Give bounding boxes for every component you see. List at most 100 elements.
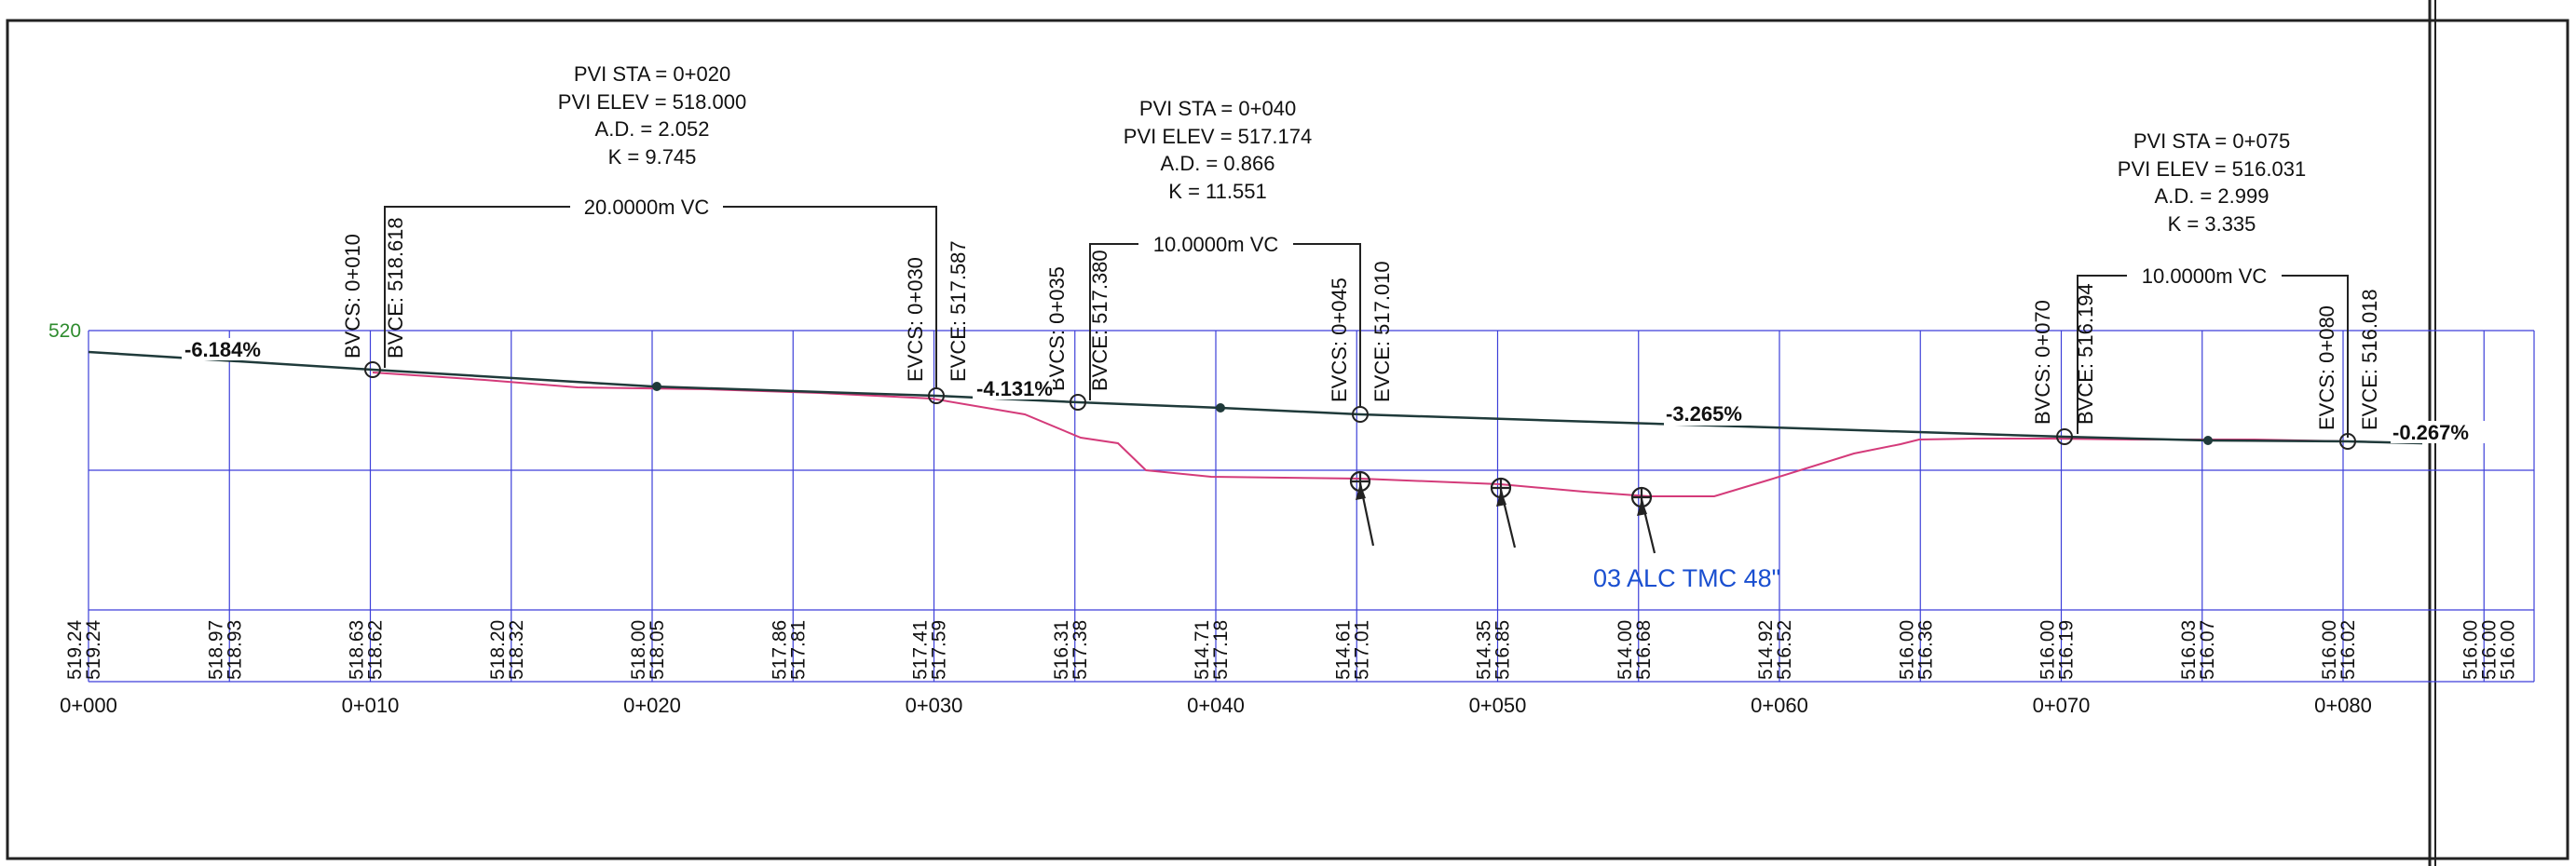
grade-label: -4.131% [976, 377, 1053, 400]
arrowhead [1356, 483, 1366, 500]
elevation-cell: 516.02 [2337, 620, 2359, 680]
arrowhead [1637, 499, 1647, 516]
elevation-label-520: 520 [48, 320, 81, 342]
vc-label-2: 10.0000m VC [1153, 233, 1279, 256]
pipe-annotation-label: 03 ALC TMC 48" [1593, 564, 1780, 592]
existing-ground-line [372, 372, 2423, 497]
elevation-cell: 514.61 [1332, 620, 1354, 680]
pvi-marker [2203, 436, 2213, 445]
pvi-ad: A.D. = 2.052 [595, 117, 710, 141]
elevation-cell: 516.07 [2197, 620, 2218, 680]
pvi-marker [652, 382, 661, 391]
pvi-info-1: PVI STA = 0+020 PVI ELEV = 518.000 A.D. … [558, 62, 746, 169]
leader-arrowheads [1356, 483, 1647, 516]
elevation-cell: 516.03 [2178, 620, 2200, 680]
elevation-cell: 514.92 [1755, 620, 1777, 680]
elevation-cell: 516.00 [2497, 620, 2518, 680]
elevation-cell: 517.01 [1351, 620, 1372, 680]
bvc-marker [364, 361, 381, 378]
vc-label-3: 10.0000m VC [2142, 264, 2268, 288]
pvi-marker [1216, 403, 1225, 413]
bvc-station: BVCS: 0+070 [2031, 300, 2054, 425]
curve-point-markers [364, 361, 2356, 450]
elevation-cell: 517.86 [769, 620, 790, 680]
elevation-cell: 514.35 [1474, 620, 1495, 680]
evc-station: EVCS: 0+030 [904, 257, 927, 382]
elevation-cell: 516.00 [1896, 620, 1917, 680]
elevation-cell: 518.93 [224, 620, 245, 680]
elevation-cell: 518.32 [506, 620, 527, 680]
elevation-cell: 516.00 [2478, 620, 2500, 680]
elevation-cell: 516.31 [1051, 620, 1072, 680]
design-grade-line [88, 350, 2423, 445]
curve-point-labels: BVCS: 0+010 BVCE: 518.618 EVCS: 0+030 EV… [341, 217, 2381, 430]
elevation-cell: 516.36 [1915, 620, 1936, 680]
grade-label: -0.267% [2392, 421, 2469, 444]
station-labels: 0+000 0+010 0+020 0+030 0+040 0+050 0+060 0+070… [60, 694, 2372, 717]
grade-label-bg [182, 338, 280, 360]
pvi-info-3: PVI STA = 0+075 PVI ELEV = 516.031 A.D. … [2118, 129, 2306, 236]
elevation-cell: 518.20 [487, 620, 509, 680]
elevation-cell: 518.00 [628, 620, 649, 680]
evc-station: EVCS: 0+080 [2315, 305, 2338, 430]
grade-label-bg [1664, 403, 1765, 426]
grade-label-bg [2391, 421, 2491, 443]
elevation-cell: 517.81 [787, 620, 809, 680]
elevation-cell: 516.00 [2038, 620, 2059, 680]
pvi-station: PVI STA = 0+075 [2133, 129, 2290, 153]
elevation-cell: 514.71 [1192, 620, 1213, 680]
elevation-cell: 518.63 [347, 620, 368, 680]
bvc-station: BVCS: 0+035 [1045, 266, 1069, 391]
bvc-station: BVCS: 0+010 [341, 234, 364, 359]
arrowhead [1496, 490, 1506, 507]
pvi-elevation: PVI ELEV = 516.031 [2118, 157, 2306, 181]
pvi-station: PVI STA = 0+020 [574, 62, 730, 86]
bvc-marker [1070, 394, 1086, 411]
pvi-k: K = 3.335 [2168, 212, 2256, 236]
bvc-elevation: BVCE: 518.618 [384, 217, 407, 359]
elevation-cell: 516.19 [2056, 620, 2078, 680]
station-label: 0+070 [2033, 694, 2091, 717]
vc-bracket-3 [2077, 275, 2349, 438]
elevation-cell: 517.18 [1210, 620, 1232, 680]
pvi-elevation: PVI ELEV = 517.174 [1124, 125, 1312, 148]
grade-label: -6.184% [184, 338, 261, 361]
station-label: 0+040 [1187, 694, 1245, 717]
pvi-k: K = 9.745 [608, 145, 697, 169]
pvi-info-2: PVI STA = 0+040 PVI ELEV = 517.174 A.D. … [1124, 97, 1312, 203]
vc-label-1: 20.0000m VC [584, 196, 710, 219]
evc-elevation: EVCE: 516.018 [2358, 289, 2381, 430]
elevation-cell: 518.97 [205, 620, 226, 680]
elevation-cell: 519.24 [83, 619, 104, 680]
elevation-cell: 514.00 [1615, 620, 1636, 680]
elevation-cell: 516.85 [1492, 620, 1514, 680]
profile-grid [88, 330, 2535, 683]
station-label: 0+050 [1469, 694, 1527, 717]
pvi-ad: A.D. = 0.866 [1161, 152, 1275, 175]
elevation-cell: 518.62 [365, 620, 387, 680]
evc-elevation: EVCE: 517.010 [1370, 261, 1394, 402]
elevation-cell: 516.52 [1774, 620, 1795, 680]
station-label: 0+030 [906, 694, 963, 717]
pvi-ad: A.D. = 2.999 [2155, 184, 2269, 208]
vc-label-bg [570, 196, 723, 217]
station-label: 0+000 [60, 694, 117, 717]
elevation-cell: 517.41 [910, 620, 932, 680]
grade-label: -3.265% [1666, 402, 1742, 426]
vc-label-bg [2127, 265, 2282, 286]
elevation-cell: 519.24 [64, 619, 86, 680]
pvi-elevation: PVI ELEV = 518.000 [558, 90, 746, 114]
elevation-cell: 516.00 [2460, 620, 2481, 680]
elevation-cell: 516.00 [2319, 620, 2340, 680]
vc-bracket-1 [384, 206, 937, 389]
station-label: 0+060 [1751, 694, 1808, 717]
bvc-elevation: BVCE: 517.380 [1088, 250, 1111, 391]
bvc-elevation: BVCE: 516.194 [2074, 283, 2097, 425]
elevation-cell: 516.68 [1633, 620, 1655, 680]
grid-vertical-lines [88, 331, 2485, 682]
elevation-cell: 517.59 [929, 620, 950, 680]
vc-label-bg [1138, 234, 1293, 254]
station-label: 0+020 [623, 694, 681, 717]
